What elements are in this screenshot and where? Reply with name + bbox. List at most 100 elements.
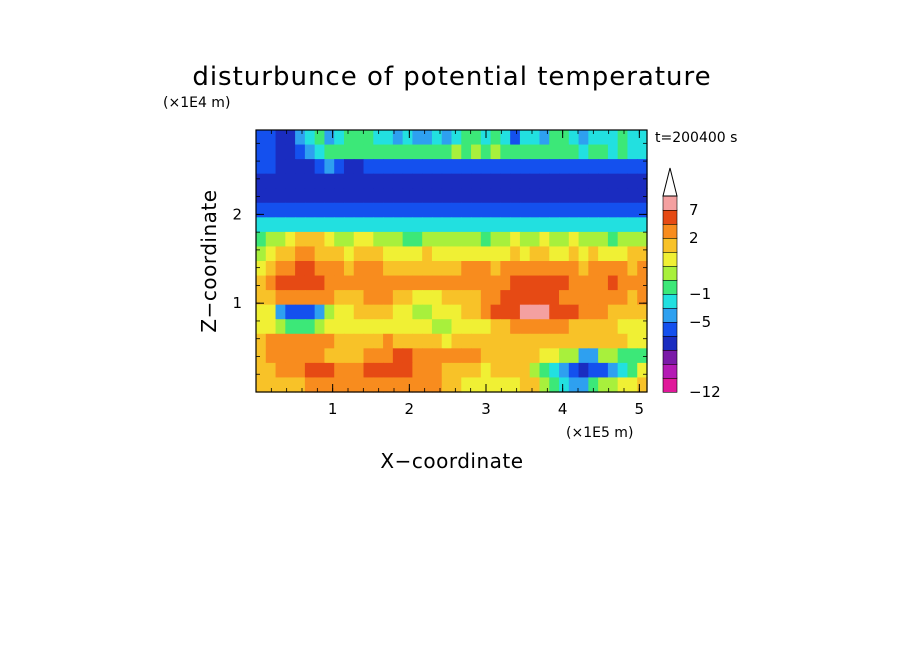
heatmap-cell (324, 377, 335, 393)
heatmap-cell (529, 173, 541, 189)
heatmap-cell (334, 362, 345, 379)
heatmap-cell (500, 275, 511, 291)
heatmap-cell (490, 130, 501, 146)
heatmap-cell (275, 188, 286, 204)
heatmap-cell (402, 188, 414, 204)
heatmap-cell (431, 231, 443, 248)
heatmap-cell (334, 290, 345, 306)
heatmap-cell (500, 188, 511, 204)
heatmap-cell (519, 217, 531, 233)
heatmap-cell (519, 173, 531, 189)
heatmap-cell (637, 159, 648, 175)
heatmap-cell (578, 173, 589, 189)
heatmap-cell (451, 304, 462, 320)
heatmap-cell (441, 130, 453, 146)
heatmap-cell (549, 304, 560, 320)
heatmap-cell (353, 130, 365, 146)
heatmap-cell (480, 231, 492, 248)
heatmap-cell (383, 202, 394, 218)
heatmap-cell (363, 173, 374, 189)
heatmap-cell (617, 144, 629, 160)
heatmap-cell (363, 188, 374, 204)
heatmap-cell (607, 304, 619, 320)
heatmap-cell (441, 348, 453, 364)
heatmap-cell (334, 348, 345, 364)
heatmap-cell (461, 130, 472, 146)
heatmap-cell (559, 159, 570, 175)
heatmap-cell (500, 231, 511, 248)
heatmap-cell (461, 304, 472, 320)
heatmap-cell (392, 173, 404, 189)
heatmap-cell (490, 333, 501, 349)
heatmap-cell (578, 377, 589, 393)
heatmap-cell (431, 159, 443, 175)
heatmap-cell (431, 173, 443, 189)
heatmap-cell (402, 319, 414, 335)
heatmap-cell (431, 188, 443, 204)
heatmap-cell (412, 188, 423, 204)
heatmap-cell (353, 319, 365, 335)
heatmap-cell (539, 377, 550, 393)
heatmap-cell (314, 261, 326, 277)
heatmap-cell (383, 159, 394, 175)
heatmap-cell (568, 217, 580, 233)
heatmap-cell (373, 275, 384, 291)
heatmap-cell (314, 275, 326, 291)
heatmap-cell (578, 333, 589, 349)
heatmap-cell (412, 159, 423, 175)
heatmap-cell (578, 130, 589, 146)
heatmap-cell (256, 159, 267, 175)
heatmap-cell (265, 275, 277, 291)
heatmap-cell (422, 333, 433, 349)
colorbar-tick-label: −1 (689, 285, 711, 303)
heatmap-cell (480, 362, 492, 379)
heatmap-cell (383, 362, 394, 379)
heatmap-cell (304, 348, 316, 364)
heatmap-cell (383, 173, 394, 189)
heatmap-cell (549, 231, 560, 248)
heatmap-cell (285, 261, 296, 277)
heatmap-cell (392, 290, 404, 306)
colorbar-swatch (662, 251, 678, 267)
colorbar-swatch (662, 363, 678, 379)
colorbar-swatch (662, 223, 678, 239)
heatmap-cell (451, 377, 462, 393)
heatmap-cell (275, 130, 286, 146)
heatmap-cell (519, 290, 531, 306)
heatmap-cell (627, 173, 638, 189)
heatmap-cell (422, 217, 433, 233)
heatmap-cell (422, 362, 433, 379)
heatmap-cell (461, 261, 472, 277)
heatmap-cell (363, 377, 374, 393)
heatmap-cell (461, 159, 472, 175)
heatmap-cell (471, 188, 482, 204)
heatmap-cell (607, 261, 619, 277)
heatmap-cell (256, 333, 267, 349)
heatmap-cell (607, 159, 619, 175)
heatmap-cell (383, 144, 394, 160)
heatmap-cell (627, 130, 638, 146)
heatmap-cell (510, 188, 521, 204)
heatmap-cell (598, 202, 609, 218)
heatmap-cell (559, 275, 570, 291)
heatmap-cell (480, 173, 492, 189)
heatmap-cell (256, 246, 267, 262)
heatmap-cell (334, 202, 345, 218)
heatmap-cell (559, 231, 570, 248)
heatmap-cell (256, 362, 267, 379)
heatmap-cell (480, 246, 492, 262)
heatmap-cell (598, 130, 609, 146)
heatmap-cell (343, 261, 355, 277)
heatmap-cell (500, 246, 511, 262)
heatmap-cell (343, 377, 355, 393)
heatmap-cell (275, 348, 286, 364)
colorbar-swatch (662, 293, 678, 309)
heatmap-cell (510, 304, 521, 320)
heatmap-cell (402, 362, 414, 379)
heatmap-cell (343, 304, 355, 320)
heatmap-cell (392, 202, 404, 218)
heatmap-cell (510, 173, 521, 189)
heatmap-cell (500, 144, 511, 160)
heatmap-cell (431, 275, 443, 291)
heatmap-cell (343, 362, 355, 379)
